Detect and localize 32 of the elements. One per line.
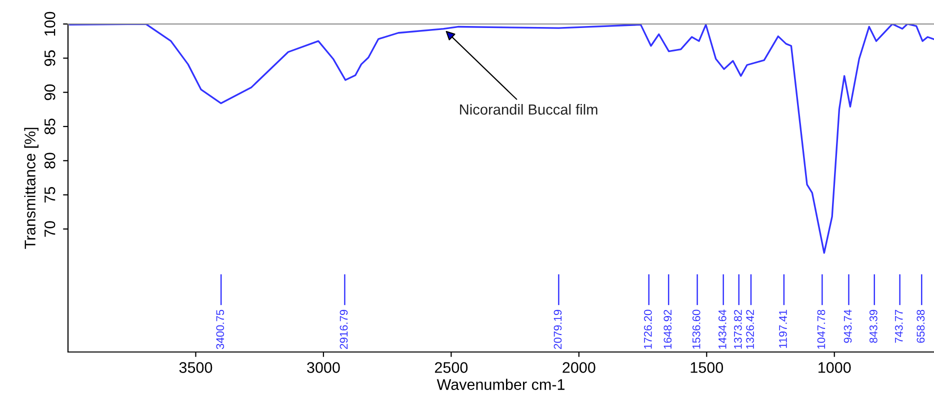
ref-line-label: 2916.79 (340, 310, 348, 349)
line-series (68, 24, 934, 254)
ref-line-label: 1197.41 (779, 310, 787, 348)
y-tick-label: 70 (44, 221, 56, 237)
y-axis-title: Transmittance [%] (24, 128, 38, 249)
ref-line-label: 1648.92 (664, 310, 672, 349)
x-tick-label: 1000 (818, 362, 851, 373)
x-tick-label: 2500 (434, 362, 468, 373)
annotation: Nicorandil Buccal film (460, 104, 598, 115)
ref-line-label: 1726.20 (644, 310, 652, 349)
ref-line-label: 1536.60 (692, 310, 700, 349)
ref-line-label: 1047.78 (817, 310, 826, 349)
ref-line-label: 1326.42 (746, 310, 754, 349)
ref-line-label: 743.77 (894, 310, 903, 343)
x-axis-title: Wavenumber cm-1 (436, 378, 564, 390)
y-tick-label: 100 (44, 12, 56, 36)
x-tick-label: 3500 (179, 362, 212, 373)
ref-line-label: 1434.64 (718, 310, 726, 349)
y-tick-label: 75 (44, 186, 56, 203)
x-tick-label: 3000 (307, 362, 340, 373)
ref-line-label: 2079.19 (554, 310, 562, 349)
x-tick-label: 2000 (562, 362, 596, 373)
y-tick-label: 90 (44, 84, 56, 100)
ref-line-label: 1373.82 (734, 310, 742, 349)
y-tick-label: 80 (44, 152, 56, 168)
ref-line-label: 658.38 (916, 310, 925, 343)
ref-line-label: 943.74 (844, 310, 852, 343)
y-tick-label: 85 (44, 118, 56, 134)
ref-line-label: 843.39 (869, 310, 878, 343)
x-tick-label: 1500 (690, 362, 724, 373)
y-tick-label: 95 (44, 50, 56, 66)
ref-line-label: 3400.75 (216, 310, 224, 350)
